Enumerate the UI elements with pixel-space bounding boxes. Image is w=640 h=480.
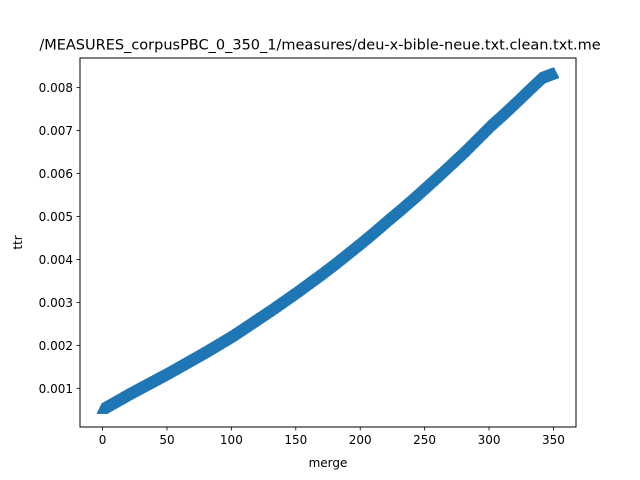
series-layer [96, 67, 560, 415]
y-tick-label: 0.005 [39, 210, 73, 224]
y-tick-label: 0.007 [39, 124, 73, 138]
x-tick-label: 50 [159, 433, 174, 447]
x-axis-label: merge [309, 456, 348, 470]
x-tick-label: 100 [220, 433, 243, 447]
y-axis-label: ttr [11, 235, 25, 249]
y-axis: 0.001 0.002 0.003 0.004 0.005 0.006 0.007 0.008 [39, 81, 80, 396]
y-tick-label: 0.008 [39, 81, 73, 95]
y-tick-label: 0.002 [39, 339, 73, 353]
data-point [547, 67, 560, 79]
y-tick-label: 0.001 [39, 382, 73, 396]
x-axis: 0 50 100 150 200 250 300 350 [99, 427, 565, 447]
x-tick-label: 200 [349, 433, 372, 447]
plot-frame [79, 57, 577, 428]
x-tick-label: 250 [413, 433, 436, 447]
x-tick-label: 150 [284, 433, 307, 447]
chart-title: /MEASURES_corpusPBC_0_350_1/measures/deu… [39, 38, 600, 54]
x-tick-label: 350 [542, 433, 565, 447]
x-tick-label: 0 [99, 433, 107, 447]
y-tick-label: 0.004 [39, 253, 73, 267]
y-tick-label: 0.006 [39, 167, 73, 181]
x-tick-label: 300 [478, 433, 501, 447]
y-tick-label: 0.003 [39, 296, 73, 310]
